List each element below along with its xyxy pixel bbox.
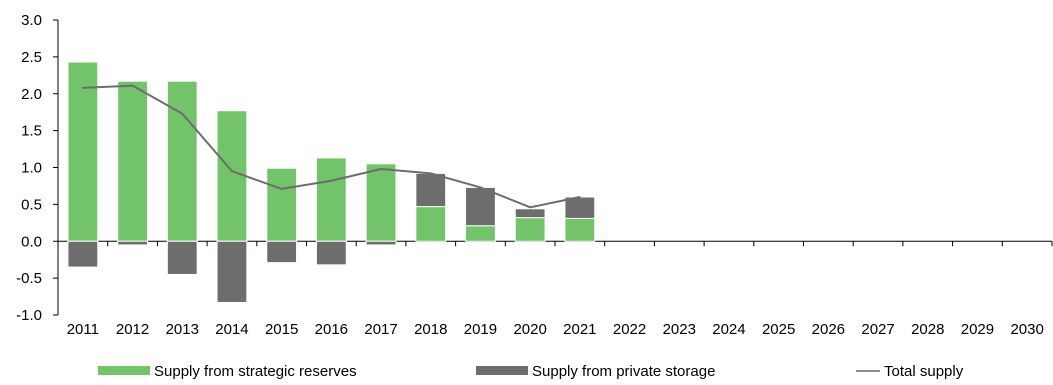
bar-segment-series-0-2017 (365, 163, 397, 242)
total-supply-point-2014 (231, 170, 233, 172)
x-tick-label: 2018 (414, 321, 447, 338)
total-supply-point-2013 (181, 112, 184, 115)
y-tick-label: 2.5 (21, 49, 42, 66)
bar-segment-series-0-2014 (216, 110, 248, 242)
legend-item-1: Supply from private storage (476, 363, 715, 380)
x-tick-label: 2012 (116, 321, 149, 338)
legend-label: Supply from strategic reserves (154, 363, 357, 380)
total-supply-point-2015 (280, 188, 283, 190)
x-axis: 2011 2012 2013 2014 2015 2016 2017 2018 2019 2020… (57, 240, 1053, 338)
y-tick-label: 1.5 (21, 123, 42, 140)
legend-label: Total supply (884, 363, 964, 380)
legend-item-2: Total supply (856, 363, 964, 380)
legend: Supply from strategic reserves Supply fro… (98, 363, 964, 380)
total-supply-point-2019 (479, 186, 482, 189)
bar-segment-series-1-2016 (315, 240, 347, 266)
x-tick-label: 2011 (67, 321, 99, 338)
bar-segment-series-0-2011 (67, 61, 99, 242)
x-tick-label: 2020 (513, 321, 546, 338)
total-supply-point-2016 (330, 179, 333, 182)
total-supply-point-2017 (380, 168, 382, 170)
bar-segment-series-1-2017 (365, 240, 397, 246)
legend-label: Supply from private storage (532, 363, 715, 380)
bar-segment-series-0-2013 (166, 80, 198, 242)
bar-segment-series-0-2020 (514, 217, 546, 242)
y-axis: -1.0 -0.5 0.0 0.5 1.0 1.5 2.0 2.5 3.0 (16, 12, 59, 324)
total-supply-point-2011 (82, 87, 84, 89)
total-supply-point-2021 (579, 196, 581, 198)
total-supply-point-2018 (429, 172, 432, 175)
bar-segment-series-1-2012 (117, 240, 148, 246)
bar-segment-series-0-2021 (564, 217, 596, 242)
bar-segment-series-1-2011 (67, 240, 99, 268)
y-tick-label: -0.5 (16, 270, 42, 287)
x-tick-label: 2027 (861, 321, 894, 338)
bar-segment-series-1-2013 (166, 240, 198, 275)
y-tick-label: 0.0 (21, 233, 42, 250)
bar-segment-series-1-2021 (564, 196, 596, 219)
total-supply-point-2020 (529, 206, 531, 209)
bar-segment-series-1-2020 (514, 208, 546, 219)
x-tick-label: 2021 (563, 321, 596, 338)
bar-segment-series-1-2015 (266, 240, 298, 264)
bar-segment-series-1-2019 (465, 186, 496, 227)
x-tick-label: 2022 (613, 321, 646, 338)
x-tick-label: 2017 (364, 321, 397, 338)
y-tick-label: 3.0 (21, 12, 42, 29)
y-tick-label: 1.0 (21, 160, 42, 177)
x-tick-label: 2015 (265, 321, 298, 338)
legend-item-0: Supply from strategic reserves (98, 363, 357, 380)
x-tick-label: 2013 (166, 321, 199, 338)
total-supply-point-2012 (131, 84, 134, 87)
x-tick-label: 2026 (812, 321, 845, 338)
y-tick-label: -1.0 (16, 307, 42, 324)
y-tick-label: 0.5 (21, 196, 42, 213)
x-tick-label: 2030 (1010, 321, 1043, 338)
y-tick-label: 2.0 (21, 86, 42, 103)
x-tick-label: 2023 (663, 321, 696, 338)
x-tick-label: 2028 (911, 321, 944, 338)
x-tick-label: 2029 (961, 321, 994, 338)
x-tick-label: 2019 (464, 321, 497, 338)
x-tick-label: 2025 (762, 321, 795, 338)
legend-swatch (476, 366, 528, 375)
x-tick-label: 2014 (215, 321, 248, 338)
bar-segment-series-0-2012 (117, 80, 148, 242)
x-tick-label: 2024 (712, 321, 745, 338)
bar-segment-series-0-2019 (465, 225, 496, 242)
total-supply-line-group (82, 84, 581, 209)
bar-segment-series-1-2014 (216, 240, 248, 303)
bars (67, 61, 596, 303)
bar-segment-series-0-2015 (266, 167, 298, 242)
bar-segment-series-1-2018 (415, 172, 447, 208)
x-tick-label: 2016 (315, 321, 348, 338)
bar-segment-series-0-2018 (415, 206, 447, 242)
bar-segment-series-0-2016 (315, 157, 347, 242)
legend-swatch (98, 366, 150, 375)
